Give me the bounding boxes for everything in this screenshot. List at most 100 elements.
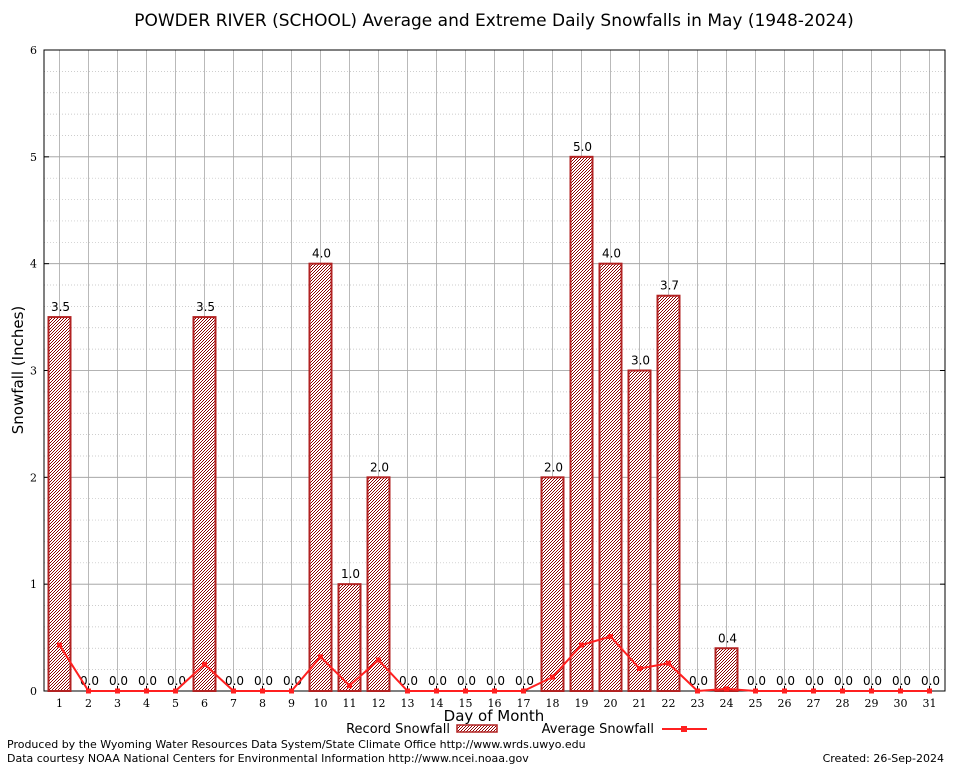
record-bar-label: 3.5 [51, 300, 70, 314]
x-tick-label: 2 [85, 697, 92, 710]
average-point [318, 654, 323, 660]
x-tick-label: 12 [372, 697, 386, 710]
record-bar-label: 0.0 [138, 674, 157, 688]
x-tick-label: 11 [343, 697, 357, 710]
average-point [811, 688, 816, 694]
record-bar-label: 0.0 [805, 674, 824, 688]
x-tick-label: 4 [143, 697, 150, 710]
record-bar-label: 4.0 [602, 247, 621, 261]
x-axis-label: Day of Month [444, 707, 545, 725]
x-tick-label: 30 [894, 697, 908, 710]
x-tick-label: 9 [288, 697, 295, 710]
average-point [260, 688, 265, 694]
y-tick-label: 4 [30, 258, 37, 271]
record-bar-label: 0.0 [428, 674, 447, 688]
x-tick-label: 10 [314, 697, 328, 710]
x-tick-label: 29 [865, 697, 879, 710]
x-tick-label: 3 [114, 697, 121, 710]
average-point [840, 688, 845, 694]
average-point [231, 688, 236, 694]
average-point [753, 688, 758, 694]
record-bar-label: 0.0 [457, 674, 476, 688]
y-tick-label: 5 [30, 151, 37, 164]
average-point [637, 666, 642, 672]
y-axis-ticks: 0 1 2 3 4 5 6 [30, 44, 945, 698]
record-bar [656, 294, 681, 692]
y-tick-label: 0 [30, 685, 37, 698]
legend-average-label: Average Snowfall [542, 722, 654, 737]
x-tick-label: 28 [836, 697, 850, 710]
record-bar-label: 2.0 [370, 460, 389, 474]
x-tick-label: 22 [662, 697, 676, 710]
x-tick-label: 25 [749, 697, 763, 710]
y-tick-label: 3 [30, 365, 37, 378]
average-point [492, 688, 497, 694]
x-tick-label: 17 [517, 697, 531, 710]
average-line [57, 634, 932, 694]
average-point [898, 688, 903, 694]
average-point [695, 688, 700, 694]
average-point [579, 642, 584, 648]
average-point [521, 688, 526, 694]
x-tick-label: 24 [720, 697, 734, 710]
x-tick-label: 26 [778, 697, 792, 710]
record-bar-label: 0.0 [834, 674, 853, 688]
x-tick-label: 14 [430, 697, 444, 710]
x-tick-label: 6 [201, 697, 208, 710]
record-bar [192, 316, 217, 692]
record-bar-label: 3.5 [196, 300, 215, 314]
average-point [57, 642, 62, 648]
x-tick-label: 15 [459, 697, 473, 710]
average-point [405, 688, 410, 694]
x-tick-label: 21 [633, 697, 647, 710]
average-point [434, 688, 439, 694]
record-bar-label: 0.0 [254, 674, 273, 688]
record-bar-label: 4.0 [312, 247, 331, 261]
record-bar-label: 0.0 [225, 674, 244, 688]
record-bar-label: 0.4 [718, 631, 737, 645]
record-bar-label: 0.0 [486, 674, 505, 688]
x-tick-label: 1 [56, 697, 63, 710]
legend-record-label: Record Snowfall [346, 722, 450, 737]
record-bar-label: 0.0 [921, 674, 940, 688]
x-tick-label: 27 [807, 697, 821, 710]
legend-record-swatch [456, 724, 498, 733]
average-point [463, 688, 468, 694]
footer-created-date: Created: 26-Sep-2024 [823, 752, 944, 765]
average-point [550, 674, 555, 680]
record-bar [308, 262, 333, 692]
record-bar-label: 5.0 [573, 140, 592, 154]
footer-produced-by: Produced by the Wyoming Water Resources … [7, 738, 586, 751]
record-bar-label: 0.0 [776, 674, 795, 688]
record-bar-label: 0.0 [892, 674, 911, 688]
record-bars [47, 155, 739, 693]
record-bar-label: 0.0 [399, 674, 418, 688]
average-point [289, 688, 294, 694]
average-point [724, 686, 729, 692]
average-point [347, 683, 352, 689]
record-bar [47, 316, 72, 692]
record-bar-label: 0.0 [747, 674, 766, 688]
x-tick-label: 20 [604, 697, 618, 710]
x-tick-label: 23 [691, 697, 705, 710]
record-bar-label: 0.0 [167, 674, 186, 688]
average-point [782, 688, 787, 694]
record-bar [337, 583, 362, 693]
x-tick-label: 31 [923, 697, 937, 710]
footer-data-courtesy: Data courtesy NOAA National Centers for … [7, 752, 529, 765]
record-bar [569, 155, 594, 693]
x-tick-label: 5 [172, 697, 179, 710]
average-point [202, 661, 207, 667]
legend: Record Snowfall Average Snowfall [346, 722, 707, 737]
average-point [173, 688, 178, 694]
record-bar-label: 1.0 [341, 567, 360, 581]
record-bar-label: 0.0 [515, 674, 534, 688]
record-bar-label: 2.0 [544, 460, 563, 474]
average-point [115, 688, 120, 694]
x-tick-label: 19 [575, 697, 589, 710]
x-tick-label: 13 [401, 697, 415, 710]
x-tick-label: 18 [546, 697, 560, 710]
record-bar [627, 369, 652, 692]
record-bar-label: 0.0 [863, 674, 882, 688]
